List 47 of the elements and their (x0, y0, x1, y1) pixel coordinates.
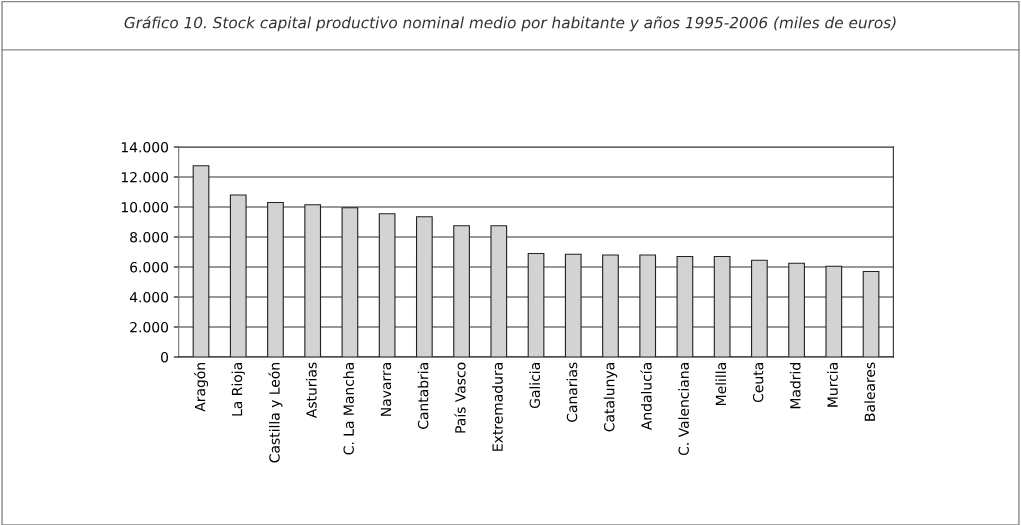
x-tick-label: La Rioja (231, 363, 245, 416)
x-tick-label: C. Valenciana (678, 363, 689, 456)
x-tick-label: Madrid (789, 363, 801, 409)
y-tick-label: 8.000 (130, 231, 169, 243)
x-tick-label: Baleares (864, 362, 876, 421)
x-tick-label: País Vasco (454, 362, 466, 433)
x-tick-label: Melilla (715, 363, 727, 405)
bar (788, 262, 805, 357)
x-tick-label: Aragón (194, 363, 209, 412)
bar (267, 201, 284, 357)
x-tick-label: Ceuta (752, 363, 764, 403)
bar (825, 265, 843, 357)
x-tick-label: Murcia (827, 363, 838, 407)
y-tick-label: 0 (161, 351, 169, 363)
bar (490, 225, 508, 357)
y-tick-label: 10.000 (121, 201, 169, 213)
bar (378, 213, 396, 357)
x-tick-label: Extremadura (492, 363, 503, 451)
x-tick-label: Galicia (529, 363, 541, 409)
bar (564, 253, 582, 357)
y-tick-label: 2.000 (130, 321, 169, 333)
bar (192, 165, 210, 357)
x-tick-label: Andalucía (640, 363, 652, 431)
bar (862, 270, 880, 357)
y-tick-label: 6.000 (130, 261, 169, 273)
x-tick-label: Catalunya (603, 363, 618, 432)
y-tick-label: 14.000 (121, 141, 169, 153)
x-tick-label: C. La Mancha (343, 363, 354, 455)
bar (341, 207, 359, 357)
x-tick-label: Navarra (380, 363, 392, 416)
y-tick-label: 12.000 (121, 171, 169, 183)
bar (639, 254, 657, 357)
x-tick-label: Cantabria (417, 363, 429, 429)
x-tick-label: Castilla y León (268, 363, 283, 463)
bar (527, 252, 545, 357)
bar (415, 216, 433, 357)
chart-title: Gráfico 10. Stock capital productivo nominal medio por habitante y años 1995-2006 (miles de euros) (124, 15, 896, 32)
y-tick-label: 4.000 (129, 291, 169, 303)
bar (453, 225, 470, 357)
bar (304, 204, 322, 357)
bar (602, 254, 619, 357)
bar (676, 255, 694, 357)
x-tick-label: Asturias (305, 362, 317, 419)
bar (713, 255, 731, 357)
x-tick-label: Canarias (566, 362, 578, 422)
bar (750, 259, 768, 357)
bar (229, 194, 247, 357)
